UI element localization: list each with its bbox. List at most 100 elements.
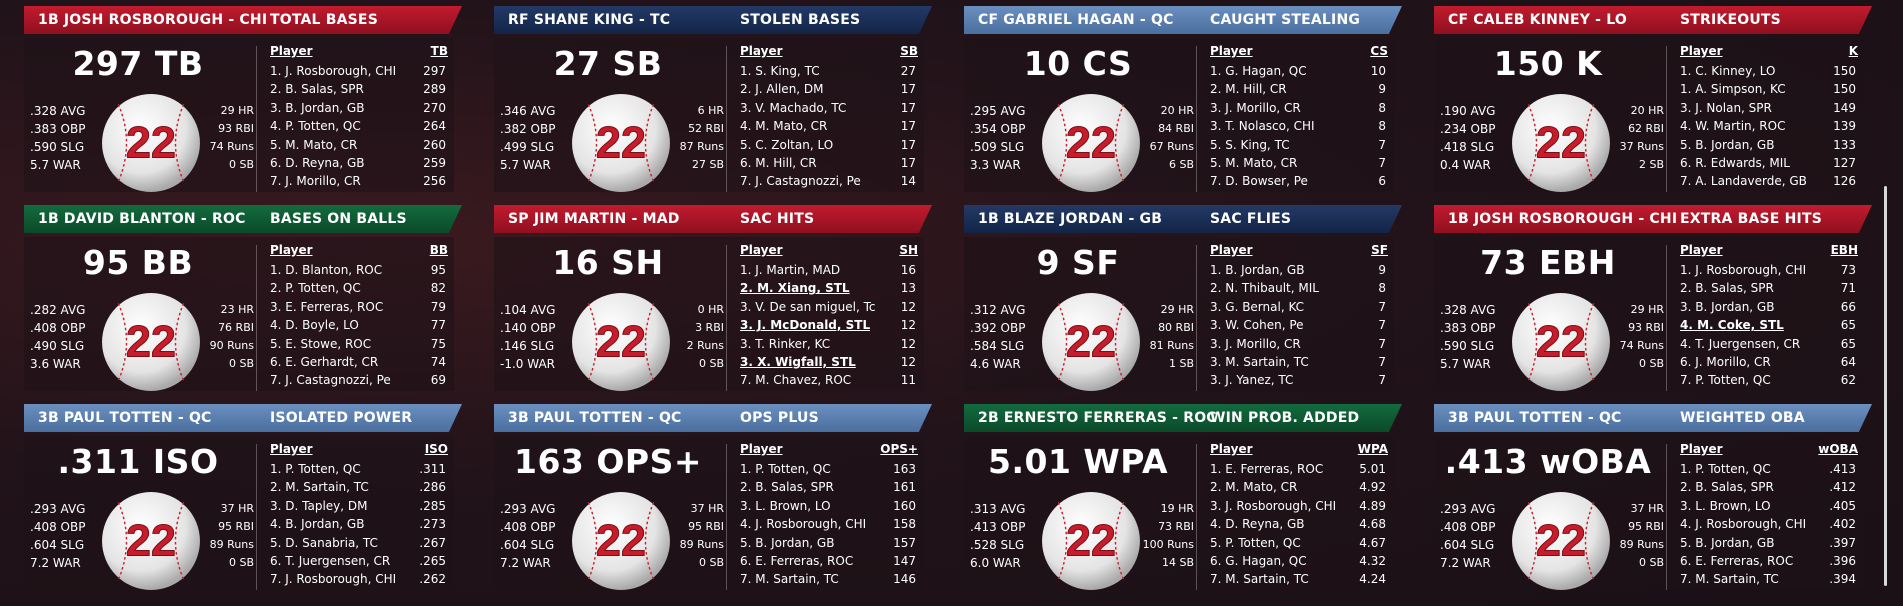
row-player[interactable]: 6. E. Gerhardt, CR — [270, 354, 379, 369]
row-player[interactable]: 1. G. Hagan, QC — [1210, 64, 1307, 78]
row-player[interactable]: 3. T. Nolasco, CHI — [1210, 119, 1315, 134]
table-row[interactable]: 1. P. Totten, QC .311 — [270, 460, 454, 478]
table-row[interactable]: 3. T. Rinker, KC 12 — [740, 335, 924, 353]
table-row[interactable]: 2. J. Allen, DM 17 — [740, 80, 924, 98]
row-player[interactable]: 7. M. Chavez, ROC — [740, 373, 852, 388]
row-player[interactable]: 3. B. Jordan, GB — [270, 100, 365, 115]
row-player[interactable]: 2. B. Salas, SPR — [270, 82, 364, 97]
table-row[interactable]: 7. J. Morillo, CR 256 — [270, 172, 454, 190]
table-row[interactable]: 5. S. King, TC 7 — [1210, 136, 1394, 154]
row-player[interactable]: 3. E. Ferreras, ROC — [270, 299, 384, 314]
row-player[interactable]: 1. C. Kinney, LO — [1680, 64, 1776, 78]
column-header-stat[interactable]: BB — [429, 243, 448, 257]
table-row[interactable]: 3. M. Sartain, TC 7 — [1210, 353, 1394, 371]
row-player[interactable]: 7. M. Sartain, TC — [740, 572, 839, 587]
table-row[interactable]: 3. E. Ferreras, ROC 79 — [270, 298, 454, 316]
table-row[interactable]: 3. G. Bernal, KC 7 — [1210, 298, 1394, 316]
column-header-player[interactable]: Player — [1680, 44, 1723, 58]
table-row[interactable]: 4. B. Jordan, GB .273 — [270, 515, 454, 533]
row-player[interactable]: 4. B. Jordan, GB — [270, 517, 365, 532]
column-header-stat[interactable]: ISO — [424, 442, 448, 456]
table-row[interactable]: 7. P. Totten, QC 62 — [1680, 371, 1864, 389]
row-player[interactable]: 2. M. Sartain, TC — [270, 480, 369, 495]
table-row[interactable]: 4. P. Totten, QC 264 — [270, 117, 454, 135]
column-header-player[interactable]: Player — [1680, 243, 1723, 257]
table-row[interactable]: 2. M. Mato, CR 4.92 — [1210, 478, 1394, 496]
column-header-stat[interactable]: EBH — [1830, 243, 1858, 257]
table-row[interactable]: 3. J. Rosborough, CHI 4.89 — [1210, 497, 1394, 515]
row-player[interactable]: 3. L. Brown, LO — [1680, 498, 1771, 513]
table-row[interactable]: 1. J. Rosborough, CHI 297 — [270, 62, 454, 80]
table-row[interactable]: 7. J. Castagnozzi, Pe 14 — [740, 172, 924, 190]
table-row[interactable]: 3. V. Machado, TC 17 — [740, 99, 924, 117]
row-player[interactable]: 7. D. Bowser, Pe — [1210, 174, 1308, 189]
table-row[interactable]: 4. M. Coke, STL 65 — [1680, 316, 1864, 334]
table-row[interactable]: 6. E. Gerhardt, CR 74 — [270, 353, 454, 371]
table-row[interactable]: 5. B. Jordan, GB 133 — [1680, 136, 1864, 154]
column-header-player[interactable]: Player — [270, 243, 313, 257]
leader-card[interactable]: SP JIM MARTIN - MAD SAC HITS 16 SH .104 … — [494, 203, 934, 393]
row-player[interactable]: 4. P. Totten, QC — [270, 119, 361, 134]
row-player[interactable]: 3. M. Sartain, TC — [1210, 354, 1309, 369]
leader-card[interactable]: 1B DAVID BLANTON - ROC BASES ON BALLS 95… — [24, 203, 464, 393]
table-row[interactable]: 7. M. Sartain, TC 4.24 — [1210, 570, 1394, 588]
table-row[interactable]: 1. D. Blanton, ROC 95 — [270, 261, 454, 279]
table-row[interactable]: 6. M. Hill, CR 17 — [740, 154, 924, 172]
column-header-stat[interactable]: TB — [430, 44, 448, 58]
row-player[interactable]: 5. M. Mato, CR — [1210, 155, 1298, 170]
row-player[interactable]: 6. M. Hill, CR — [740, 155, 817, 170]
table-row[interactable]: 5. C. Zoltan, LO 17 — [740, 136, 924, 154]
table-row[interactable]: 3. T. Nolasco, CHI 8 — [1210, 117, 1394, 135]
leader-card[interactable]: 1B JOSH ROSBOROUGH - CHI EXTRA BASE HITS… — [1434, 203, 1874, 393]
table-row[interactable]: 1. B. Jordan, GB 9 — [1210, 261, 1394, 279]
table-row[interactable]: 4. D. Reyna, GB 4.68 — [1210, 515, 1394, 533]
table-row[interactable]: 2. P. Totten, QC 82 — [270, 279, 454, 297]
row-player[interactable]: 1. P. Totten, QC — [740, 462, 831, 476]
table-row[interactable]: 7. A. Landaverde, GB 126 — [1680, 172, 1864, 190]
table-row[interactable]: 7. J. Castagnozzi, Pe 69 — [270, 371, 454, 389]
table-row[interactable]: 2. M. Hill, CR 9 — [1210, 80, 1394, 98]
row-player[interactable]: 2. J. Allen, DM — [740, 82, 824, 97]
row-player[interactable]: 6. J. Morillo, CR — [1680, 354, 1771, 369]
leader-card[interactable]: RF SHANE KING - TC STOLEN BASES 27 SB .3… — [494, 4, 934, 194]
column-header-player[interactable]: Player — [270, 44, 313, 58]
table-row[interactable]: 3. J. Yanez, TC 7 — [1210, 371, 1394, 389]
column-header-stat[interactable]: CS — [1370, 44, 1388, 58]
column-header-player[interactable]: Player — [1210, 243, 1253, 257]
table-row[interactable]: 1. G. Hagan, QC 10 — [1210, 62, 1394, 80]
row-player[interactable]: 6. G. Hagan, QC — [1210, 553, 1307, 568]
row-player[interactable]: 4. W. Martin, ROC — [1680, 119, 1786, 134]
row-player[interactable]: 3. X. Wigfall, STL — [740, 354, 856, 369]
row-player[interactable]: 4. D. Boyle, LO — [270, 318, 359, 333]
row-player[interactable]: 6. E. Ferreras, ROC — [1680, 553, 1794, 568]
row-player[interactable]: 3. J. Morillo, CR — [1210, 336, 1301, 351]
table-row[interactable]: 1. A. Simpson, KC 150 — [1680, 80, 1864, 98]
table-row[interactable]: 6. T. Juergensen, CR .265 — [270, 552, 454, 570]
row-player[interactable]: 5. B. Jordan, GB — [1680, 137, 1775, 152]
table-row[interactable]: 7. D. Bowser, Pe 6 — [1210, 172, 1394, 190]
row-player[interactable]: 5. M. Mato, CR — [270, 137, 358, 152]
row-player[interactable]: 5. E. Stowe, ROC — [270, 336, 372, 351]
leader-card[interactable]: 3B PAUL TOTTEN - QC WEIGHTED OBA .413 wO… — [1434, 402, 1874, 592]
row-player[interactable]: 1. P. Totten, QC — [270, 462, 361, 476]
row-player[interactable]: 7. J. Castagnozzi, Pe — [270, 373, 391, 388]
column-header-player[interactable]: Player — [1680, 442, 1723, 456]
table-row[interactable]: 3. L. Brown, LO .405 — [1680, 497, 1864, 515]
table-row[interactable]: 2. B. Salas, SPR 161 — [740, 478, 924, 496]
table-row[interactable]: 5. M. Mato, CR 260 — [270, 136, 454, 154]
table-row[interactable]: 5. M. Mato, CR 7 — [1210, 154, 1394, 172]
table-row[interactable]: 7. M. Sartain, TC .394 — [1680, 570, 1864, 588]
column-header-player[interactable]: Player — [270, 442, 313, 456]
column-header-player[interactable]: Player — [740, 44, 783, 58]
table-row[interactable]: 5. B. Jordan, GB .397 — [1680, 534, 1864, 552]
row-player[interactable]: 7. A. Landaverde, GB — [1680, 174, 1807, 189]
row-player[interactable]: 3. W. Cohen, Pe — [1210, 318, 1304, 333]
row-player[interactable]: 7. J. Rosborough, CHI — [270, 572, 397, 587]
row-player[interactable]: 4. J. Rosborough, CHI — [1680, 517, 1807, 532]
row-player[interactable]: 6. D. Reyna, GB — [270, 155, 365, 170]
row-player[interactable]: 4. D. Reyna, GB — [1210, 517, 1305, 532]
row-player[interactable]: 7. M. Sartain, TC — [1210, 572, 1309, 587]
table-row[interactable]: 1. J. Martin, MAD 16 — [740, 261, 924, 279]
table-row[interactable]: 2. B. Salas, SPR .412 — [1680, 478, 1864, 496]
table-row[interactable]: 4. J. Rosborough, CHI .402 — [1680, 515, 1864, 533]
